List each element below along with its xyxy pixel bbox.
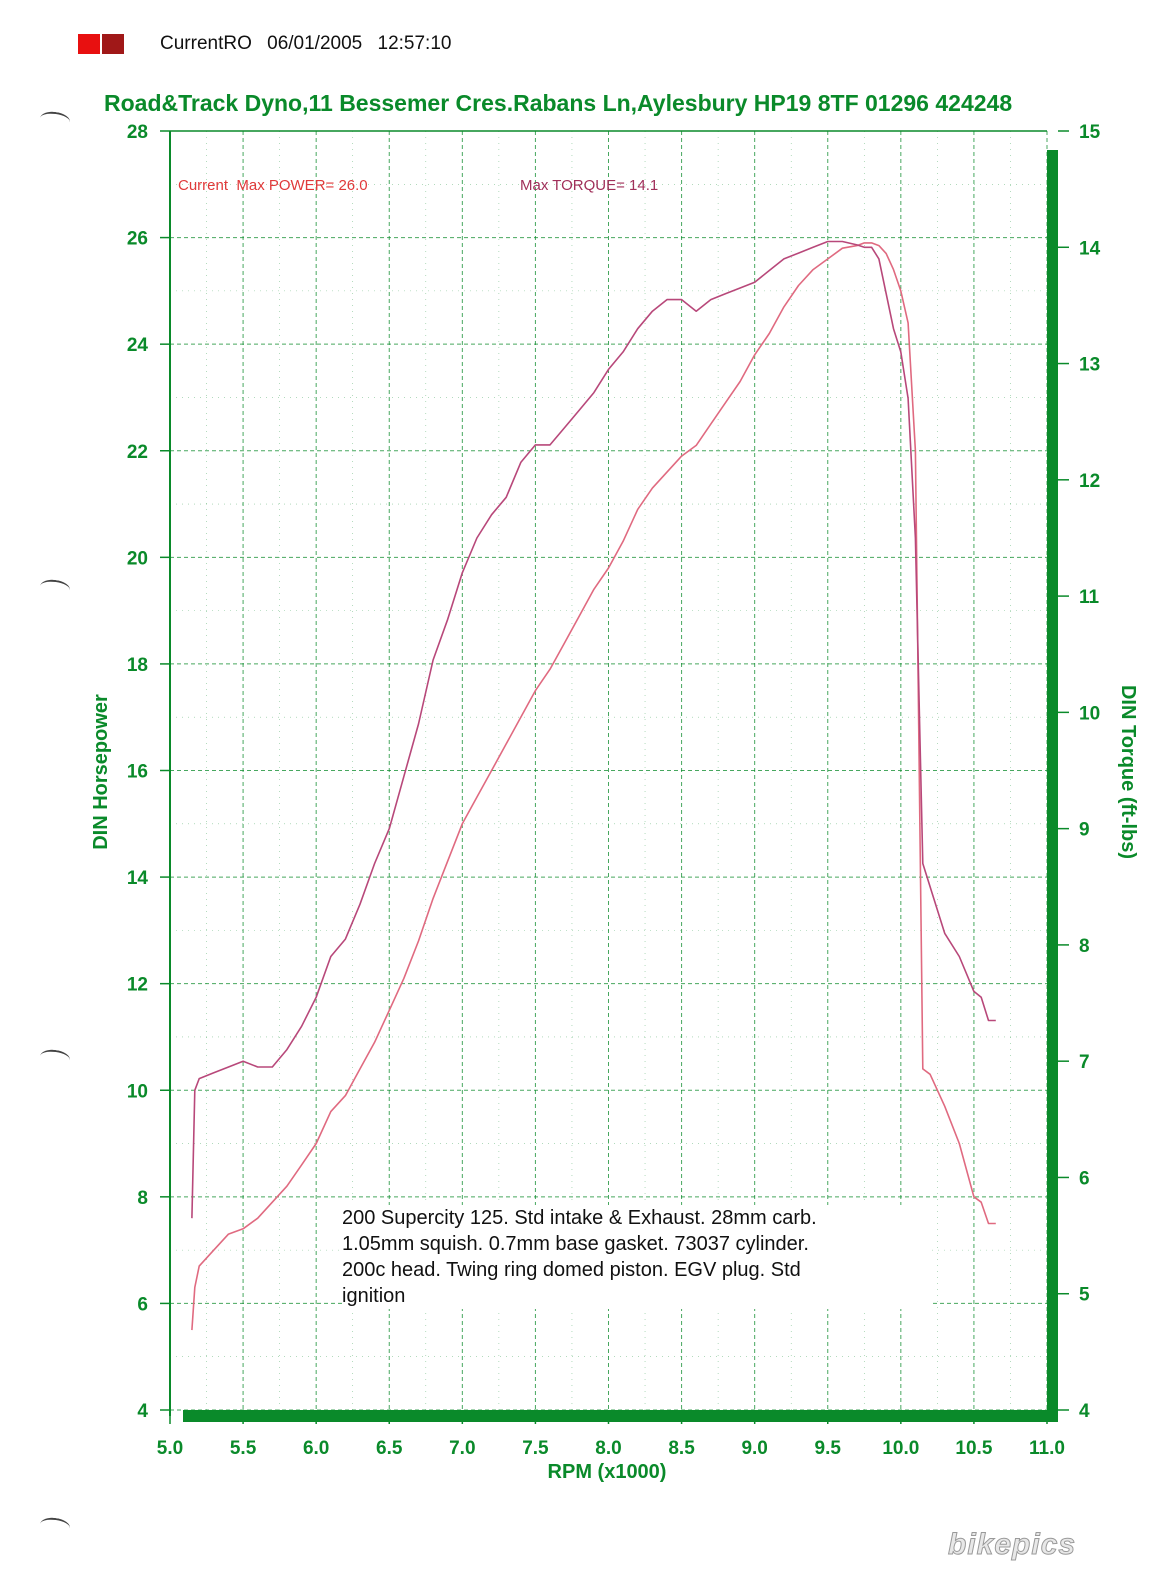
torque-curve [191,240,996,1219]
color-swatch-2 [102,34,124,54]
y2-axis-bar [1047,150,1058,1422]
max-power-annotation: Current Max POWER= 26.0 [178,177,368,194]
x-tick-label: 6.5 [376,1438,403,1459]
axes: 5.0 5.5 6.0 6.5 7.0 7.5 8.0 8.5 9.0 9.5 10.0 10.5 11… [127,122,1101,1459]
y-tick-label: 10 [127,1081,148,1102]
y-tick-label: 12 [127,975,148,996]
run-time: 12:57:10 [377,33,452,54]
power-curve [191,242,996,1331]
y2-tick-label: 9 [1079,820,1090,841]
y-tick-label: 26 [127,229,148,250]
x-axis-label: RPM (x1000) [548,1461,667,1483]
series-lines [191,240,996,1331]
x-tick-label: 9.5 [815,1438,842,1459]
y-axis-label: DIN Horsepower [90,694,112,850]
x-tick-label: 5.5 [230,1438,257,1459]
x-tick-label: 10.5 [955,1438,992,1459]
run-date: 06/01/2005 [267,33,363,54]
max-torque-annotation: Max TORQUE= 14.1 [520,177,658,194]
y-tick-label: 4 [137,1401,148,1422]
note-line: ignition [342,1285,406,1307]
color-swatch-1 [78,34,100,54]
y2-tick-label: 8 [1079,936,1090,957]
x-tick-label: 7.5 [522,1438,549,1459]
y-tick-label: 24 [127,335,149,356]
y-tick-label: 20 [127,548,148,569]
chart-title: Road&Track Dyno,11 Bessemer Cres.Rabans … [104,90,1013,116]
header: CurrentRO 06/01/2005 12:57:10 [78,30,461,58]
y-tick-label: 14 [127,868,149,889]
y-tick-label: 18 [127,655,148,676]
x-tick-label: 10.0 [882,1438,919,1459]
y-tick-label: 6 [137,1294,148,1315]
y2-tick-label: 7 [1079,1052,1090,1073]
note-line: 200 Supercity 125. Std intake & Exhaust.… [342,1207,817,1229]
y2-tick-label: 5 [1079,1285,1090,1306]
axis-labels: RPM (x1000) DIN Horsepower DIN Torque (f… [90,177,1139,1483]
config-note: 200 Supercity 125. Std intake & Exhaust.… [342,1205,932,1309]
y2-tick-label: 6 [1079,1168,1090,1189]
note-line: 1.05mm squish. 0.7mm base gasket. 73037 … [342,1233,809,1255]
note-line: 200c head. Twing ring domed piston. EGV … [342,1259,801,1281]
watermark-logo: bikepics [947,1528,1077,1562]
y2-tick-label: 10 [1079,703,1100,724]
y2-axis-label: DIN Torque (ft-lbs) [1117,685,1139,859]
x-tick-label: 6.0 [303,1438,329,1459]
y2-tick-label: 4 [1079,1401,1090,1422]
y2-tick-label: 12 [1079,471,1100,492]
y-tick-label: 28 [127,122,148,143]
run-info: CurrentRO 06/01/2005 12:57:10 [160,33,461,55]
y2-tick-label: 15 [1079,122,1101,143]
x-tick-label: 9.0 [741,1438,767,1459]
x-tick-label: 7.0 [449,1438,475,1459]
y-tick-label: 22 [127,442,148,463]
y2-tick-label: 13 [1079,355,1100,376]
y2-tick-label: 14 [1079,238,1101,259]
y2-tick-label: 11 [1079,587,1100,608]
run-name: CurrentRO [160,33,252,54]
x-tick-label: 8.0 [595,1438,621,1459]
x-axis-bar [183,1410,1058,1422]
x-tick-label: 8.5 [668,1438,695,1459]
y-tick-label: 8 [137,1188,148,1209]
x-tick-label: 11.0 [1029,1438,1065,1459]
y-tick-label: 16 [127,762,148,783]
x-tick-label: 5.0 [157,1438,183,1459]
